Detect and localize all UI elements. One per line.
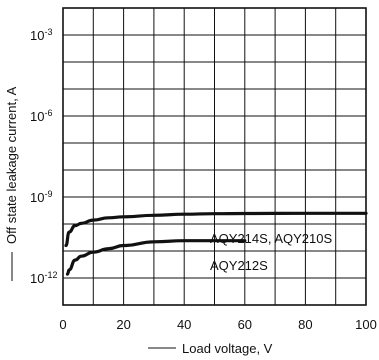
series-line-1 [65,239,247,276]
y-tick-label: 10-3 [30,27,52,43]
x-tick-label: 80 [298,317,312,332]
y-axis-title: Off state leakage current, A [4,86,19,244]
grid [63,8,366,305]
plot-frame [62,7,367,306]
y-tick-label: 10-12 [30,270,57,286]
y-tick-label: 10-9 [30,189,52,205]
x-tick-label: 100 [355,317,377,332]
x-tick-label: 0 [59,317,66,332]
series-label-aqy212s: AQY212S [210,258,268,273]
curves [64,211,368,276]
x-axis-title: Load voltage, V [182,341,273,356]
tick-labels: 0 20 40 60 80 100 10-3 10-6 10-9 10-12 [30,27,377,332]
x-tick-label: 60 [238,317,252,332]
series-label-aqy214s-aqy210s: AQY214S, AQY210S [210,231,332,246]
x-tick-label: 20 [116,317,130,332]
x-axis-title-group: Load voltage, V [148,341,273,356]
series-line-0 [64,211,368,248]
y-axis-title-group: Off state leakage current, A [4,86,19,281]
x-tick-label: 40 [177,317,191,332]
y-tick-label: 10-6 [30,108,52,124]
